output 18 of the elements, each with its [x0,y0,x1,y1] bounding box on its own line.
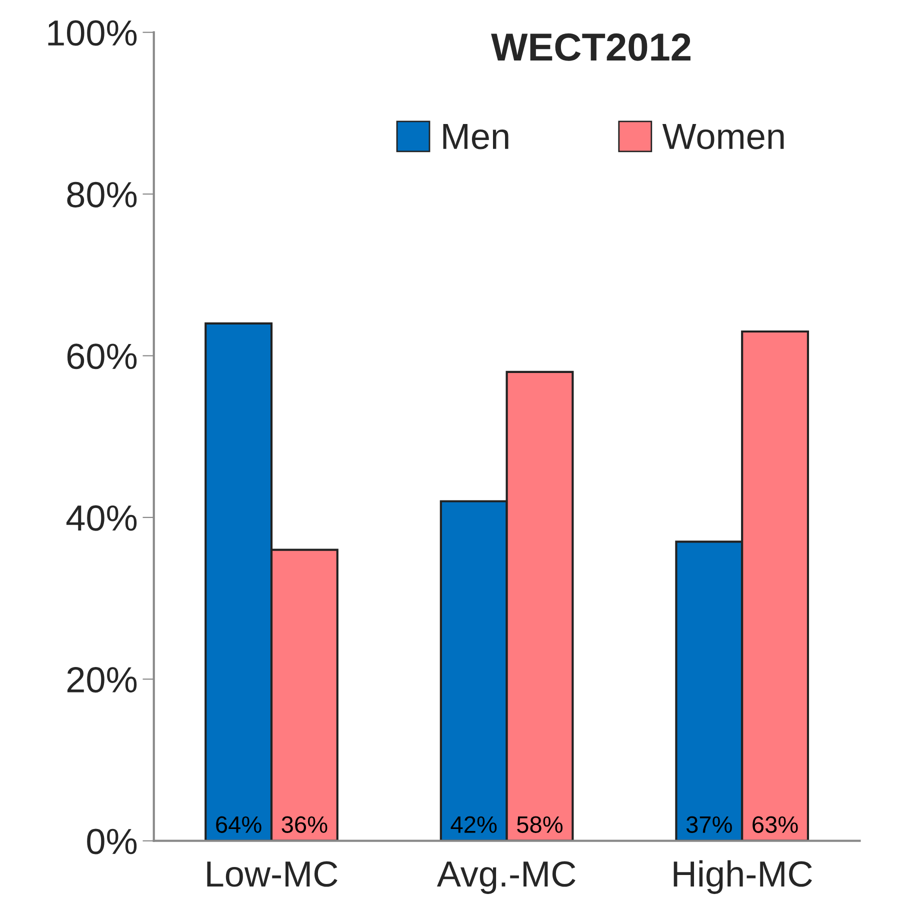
data-label: 42% [450,816,497,833]
data-label: 36% [282,816,328,833]
legend-label: Women [662,124,784,150]
y-tick-label: 60% [67,344,137,370]
y-tick-label: 100% [48,20,137,46]
x-tick-label: Low-MC [207,861,338,887]
y-tick-label: 0% [87,828,137,854]
data-label: 37% [686,816,732,833]
y-tick-label: 20% [67,667,137,693]
chart-title: WECT2012 [491,33,690,61]
y-tick-label: 40% [66,505,137,531]
x-tick-label: High-MC [674,860,812,894]
legend-label: Men [443,124,508,150]
data-label: 63% [752,816,798,833]
x-tick-label: Avg.-MC [436,861,576,894]
data-label: 58% [517,816,563,833]
y-tick-label: 80% [67,182,137,208]
data-label: 64% [216,816,262,833]
